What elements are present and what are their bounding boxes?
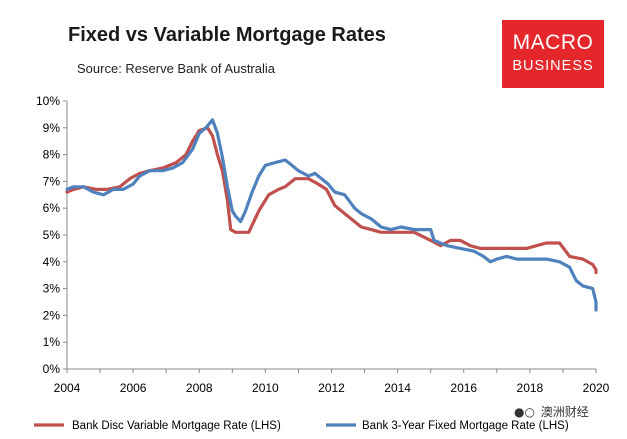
y-tick-label: 0% (43, 362, 61, 376)
chart-source: Source: Reserve Bank of Australia (77, 61, 275, 76)
y-tick-label: 8% (43, 148, 61, 162)
x-tick-label: 2012 (318, 381, 345, 395)
y-tick-label: 4% (43, 255, 61, 269)
y-tick-label: 7% (43, 174, 61, 188)
fixed-rate-line (65, 118, 598, 312)
y-tick-label: 1% (43, 335, 61, 349)
x-tick-label: 2014 (384, 381, 411, 395)
legend-label: Bank 3-Year Fixed Mortgage Rate (LHS) (362, 420, 569, 432)
chart-series (65, 118, 598, 312)
chart-axes: 0% 1% 2% 3% 4% 5% 6% 7% 8% 9% 10% 2004 2006 2008 2010 2… (36, 94, 610, 395)
watermark: ●○ 澳洲财经 (514, 403, 589, 420)
logo-line-1: MACRO (512, 31, 594, 54)
chart-legend: Bank Disc Variable Mortgage Rate (LHS) Ba… (34, 420, 569, 432)
watermark-text: 澳洲财经 (540, 405, 589, 419)
y-tick-label: 9% (43, 121, 61, 135)
x-tick-label: 2016 (450, 381, 477, 395)
x-tick-label: 2008 (186, 381, 213, 395)
y-tick-label: 5% (43, 228, 61, 242)
y-tick-label: 6% (43, 201, 61, 215)
x-tick-label: 2004 (54, 381, 81, 395)
legend-label: Bank Disc Variable Mortgage Rate (LHS) (72, 420, 281, 432)
x-tick-label: 2010 (252, 381, 279, 395)
macro-business-logo: MACRO BUSINESS (502, 20, 604, 88)
wechat-icon: ●○ (514, 405, 535, 419)
y-tick-label: 3% (43, 282, 61, 296)
y-tick-label: 10% (36, 94, 60, 108)
y-tick-label: 2% (43, 308, 61, 322)
x-tick-label: 2020 (583, 381, 610, 395)
x-tick-label: 2018 (517, 381, 544, 395)
chart-title: Fixed vs Variable Mortgage Rates (68, 24, 386, 46)
x-tick-label: 2006 (120, 381, 147, 395)
logo-line-2: BUSINESS (512, 58, 594, 74)
variable-rate-line (65, 126, 598, 275)
